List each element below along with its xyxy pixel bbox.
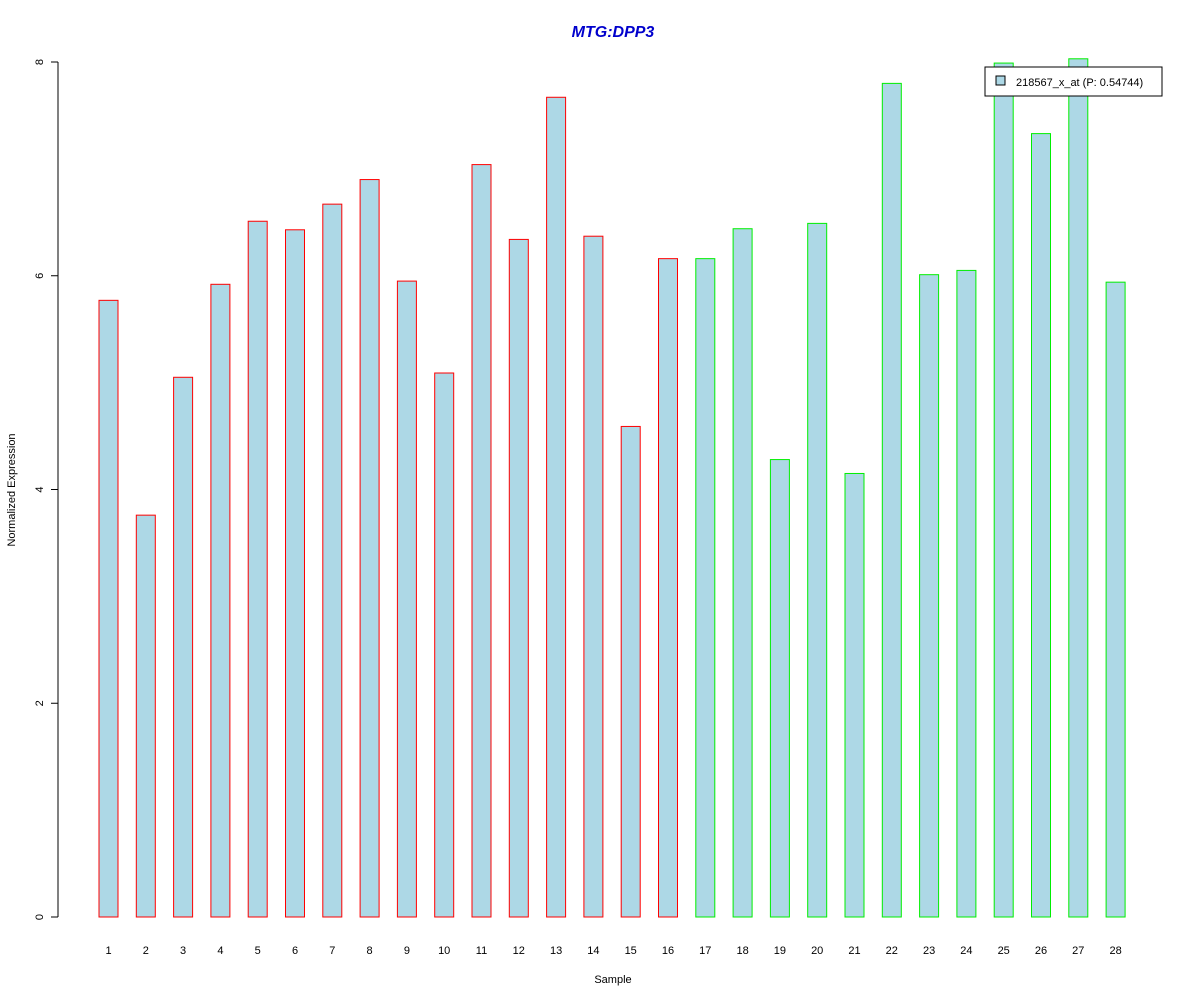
x-tick-label: 11	[476, 945, 487, 957]
x-tick-label: 15	[625, 945, 637, 957]
x-tick-label: 14	[587, 945, 599, 957]
x-tick-label: 25	[998, 945, 1010, 957]
bar-sample-1	[98, 299, 119, 918]
bar-sample-28	[1105, 281, 1126, 918]
x-tick-label: 23	[923, 945, 935, 957]
x-tick-label: 16	[662, 945, 674, 957]
x-axis-label: Sample	[594, 974, 631, 986]
x-tick-label: 2	[143, 945, 149, 957]
x-tick-label: 7	[329, 945, 335, 957]
y-tick-label: 2	[34, 700, 46, 706]
y-tick-label: 4	[34, 486, 46, 492]
bar-sample-27	[1068, 58, 1089, 918]
bar-sample-6	[285, 229, 305, 918]
bar-sample-15	[620, 425, 641, 918]
x-tick-label: 19	[774, 945, 786, 957]
y-tick-label: 6	[34, 273, 46, 279]
bar-sample-20	[807, 222, 828, 918]
x-tick-label: 28	[1109, 945, 1121, 957]
x-tick-label: 5	[255, 945, 261, 957]
bar-sample-25	[993, 62, 1014, 918]
bar-sample-10	[434, 372, 455, 918]
bar-sample-22	[881, 82, 902, 918]
x-tick-label: 3	[180, 945, 186, 957]
bar-sample-3	[173, 376, 194, 918]
bar-sample-14	[583, 235, 604, 918]
x-tick-label: 1	[105, 945, 111, 957]
x-tick-label: 21	[848, 945, 860, 957]
x-tick-label: 8	[367, 945, 373, 957]
x-tick-label: 20	[811, 945, 823, 957]
bar-sample-23	[919, 274, 940, 918]
bar-sample-16	[658, 258, 678, 918]
x-tick-label: 27	[1072, 945, 1084, 957]
x-tick-label: 9	[404, 945, 410, 957]
y-axis: 0 2 4 6 8	[34, 59, 59, 920]
y-axis-label: Normalized Expression	[6, 433, 18, 546]
bar-sample-24	[956, 269, 977, 918]
bars	[98, 58, 1126, 918]
x-axis-tick-labels: 1 2 3 4 5 6 7 8 9 10 11 12 13 14 15 16 17 18 19 20 21 22 23 24 2…	[105, 945, 1121, 957]
x-tick-label: 6	[292, 945, 298, 957]
legend-swatch	[995, 75, 1006, 86]
bar-sample-2	[135, 514, 156, 918]
bar-sample-9	[396, 280, 417, 918]
y-tick-label: 0	[34, 914, 46, 920]
x-tick-label: 24	[960, 945, 972, 957]
x-tick-label: 4	[217, 945, 223, 957]
x-tick-label: 17	[699, 945, 711, 957]
bar-sample-12	[508, 238, 529, 918]
bar-sample-11	[471, 164, 492, 918]
bar-sample-8	[359, 179, 380, 918]
bar-sample-26	[1031, 133, 1051, 918]
x-tick-label: 10	[438, 945, 450, 957]
x-tick-label: 26	[1035, 945, 1047, 957]
bar-sample-19	[769, 459, 790, 918]
bar-sample-17	[695, 258, 716, 918]
x-tick-label: 12	[513, 945, 525, 957]
y-tick-label: 8	[34, 59, 46, 65]
x-tick-label: 22	[886, 945, 898, 957]
bar-sample-13	[546, 96, 567, 918]
bar-sample-5	[247, 220, 268, 918]
bar-sample-21	[844, 472, 865, 918]
chart-title: MTG:DPP3	[572, 24, 655, 41]
legend-entry-label: 218567_x_at (P: 0.54744)	[1016, 77, 1143, 89]
x-tick-label: 13	[550, 945, 562, 957]
bar-sample-4	[210, 283, 231, 918]
legend: 218567_x_at (P: 0.54744)	[984, 66, 1163, 97]
legend-box	[984, 66, 1163, 97]
x-tick-label: 18	[736, 945, 748, 957]
bar-sample-7	[322, 203, 343, 918]
bar-sample-18	[732, 228, 753, 918]
